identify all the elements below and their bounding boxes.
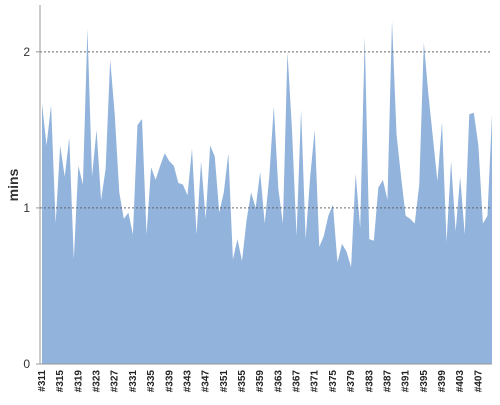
x-tick-label: #319	[73, 370, 84, 393]
x-tick-label: #375	[328, 370, 339, 393]
y-tick-label: 2	[23, 45, 30, 59]
x-tick-label: #351	[219, 370, 230, 393]
x-tick-label: #311	[37, 370, 48, 392]
x-tick-label: #391	[401, 370, 412, 393]
x-tick-label: #343	[182, 370, 193, 393]
x-tick-label: #335	[146, 370, 157, 393]
x-tick-label: #323	[92, 370, 103, 393]
x-tick-label: #339	[164, 370, 175, 393]
y-tick-label: 1	[23, 201, 30, 215]
area	[42, 20, 492, 364]
x-tick-label: #371	[310, 370, 321, 393]
x-tick-label: #383	[364, 370, 375, 393]
x-tick-label: #367	[292, 370, 303, 393]
y-axis-label: mins	[5, 168, 21, 201]
x-tick-label: #327	[110, 370, 121, 393]
x-tick-label: #363	[273, 370, 284, 393]
x-tick-label: #387	[382, 370, 393, 393]
x-tick-label: #395	[419, 370, 430, 393]
x-tick-label: #347	[201, 370, 212, 393]
x-tick-label: #403	[455, 370, 466, 393]
x-tick-label: #399	[437, 370, 448, 393]
x-tick-label: #379	[346, 370, 357, 393]
x-tick-label: #315	[55, 370, 66, 393]
x-tick-label: #355	[237, 370, 248, 393]
x-tick-label: #407	[473, 370, 484, 393]
y-tick-label: 0	[23, 357, 30, 371]
x-tick-label: #359	[255, 370, 266, 393]
x-tick-label: #331	[128, 370, 139, 393]
